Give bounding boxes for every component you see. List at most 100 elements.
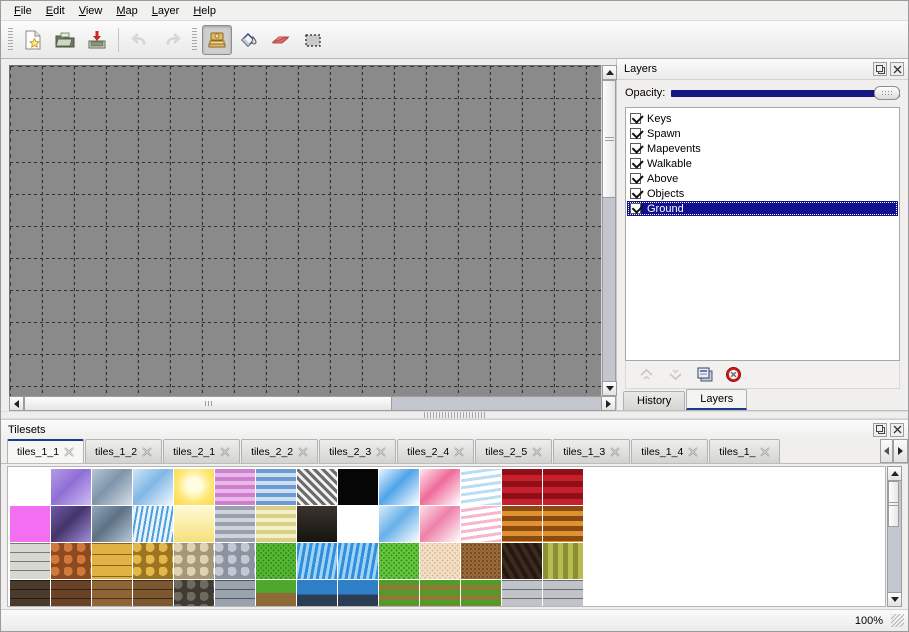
vertical-scroll-thumb[interactable] <box>602 80 616 198</box>
tileset-tab-tiles_2_3[interactable]: tiles_2_3 <box>319 439 397 463</box>
tile-wood-plank-orange[interactable] <box>502 506 542 542</box>
tile-black[interactable] <box>338 469 378 505</box>
horizontal-scroll-thumb[interactable] <box>24 396 392 411</box>
tileset-tab-close-icon[interactable] <box>688 446 698 457</box>
canvas-vertical-scrollbar[interactable] <box>601 65 617 396</box>
redo-button[interactable] <box>157 25 187 55</box>
tileset-tab-tiles_1_2[interactable]: tiles_1_2 <box>85 439 163 463</box>
tile-grass-rows[interactable] <box>379 580 419 606</box>
move-layer-up-button[interactable] <box>636 365 656 385</box>
tile-stone-wall[interactable] <box>174 580 214 606</box>
tile-grass-rows-2[interactable] <box>420 580 460 606</box>
new-map-button[interactable] <box>18 25 48 55</box>
tile-yellow-glow[interactable] <box>174 469 214 505</box>
layer-row[interactable]: Mapevents <box>627 141 898 156</box>
tile-pink-shard[interactable] <box>420 469 460 505</box>
menu-edit[interactable]: Edit <box>45 4 65 17</box>
dock-tab-history[interactable]: History <box>623 391 686 410</box>
tileset-tab-close-icon[interactable] <box>220 446 230 457</box>
layer-visibility-checkbox[interactable] <box>630 173 641 184</box>
tile-grey-brick-wall[interactable] <box>215 580 255 606</box>
tile-light-cobble[interactable] <box>10 543 50 579</box>
tileset-tab-close-icon[interactable] <box>454 446 464 457</box>
tile-sand-light[interactable] <box>420 543 460 579</box>
tileset-scroll-up-button[interactable] <box>887 466 902 481</box>
menu-layer[interactable]: Layer <box>151 4 180 17</box>
tile-magenta[interactable] <box>10 506 50 542</box>
toolbar-drag-handle[interactable] <box>7 27 14 52</box>
tile-grey-blue-glass[interactable] <box>92 469 132 505</box>
tile-olive-planks[interactable] <box>543 543 583 579</box>
tile-grey-cobble[interactable] <box>215 543 255 579</box>
tile-water-blue-2[interactable] <box>338 543 378 579</box>
tileset-vertical-scrollbar[interactable] <box>887 466 902 607</box>
tile-grass-green[interactable] <box>256 543 296 579</box>
scroll-left-button[interactable] <box>9 396 24 411</box>
delete-layer-button[interactable] <box>723 365 743 385</box>
tile-dark-shingles[interactable] <box>502 543 542 579</box>
tileset-tab-close-icon[interactable] <box>532 446 542 457</box>
tile-grass-dirt-edge[interactable] <box>256 580 296 606</box>
layer-row[interactable]: Above <box>627 171 898 186</box>
tile-dirt-brown[interactable] <box>461 543 501 579</box>
tile-gold-cracked[interactable] <box>133 543 173 579</box>
tile-pink-waves[interactable] <box>461 506 501 542</box>
dock-tab-layers[interactable]: Layers <box>686 389 748 410</box>
tile-palette[interactable] <box>7 466 886 607</box>
tileset-tab-close-icon[interactable] <box>298 446 308 457</box>
float-icon[interactable] <box>873 422 887 437</box>
layer-row[interactable]: Spawn <box>627 126 898 141</box>
scroll-down-button[interactable] <box>602 381 617 396</box>
canvas-horizontal-scrollbar[interactable] <box>9 396 616 411</box>
tile-fence-lattice[interactable] <box>297 469 337 505</box>
menu-view[interactable]: View <box>78 4 103 17</box>
tile-purple-dark-glass[interactable] <box>51 506 91 542</box>
menu-map[interactable]: Map <box>116 4 138 17</box>
layer-row[interactable]: Ground <box>627 201 898 216</box>
tileset-tab-tiles_1_3[interactable]: tiles_1_3 <box>553 439 631 463</box>
tileset-tab-tiles_1_1[interactable]: tiles_1_1 <box>7 439 85 463</box>
tile-red-curtain-2[interactable] <box>543 469 583 505</box>
tile-tan-stripes[interactable] <box>256 506 296 542</box>
layer-row[interactable]: Walkable <box>627 156 898 171</box>
tileset-tab-tiles_2_2[interactable]: tiles_2_2 <box>241 439 319 463</box>
opacity-slider-handle[interactable] <box>874 86 900 100</box>
tile-purple-glass[interactable] <box>51 469 91 505</box>
layer-list[interactable]: Keys Spawn Mapevents Walkable Above Objects Gr… <box>625 107 900 361</box>
tile-light-blue-glass[interactable] <box>133 469 173 505</box>
layer-visibility-checkbox[interactable] <box>630 158 641 169</box>
tile-brick-wall-mid[interactable] <box>133 580 173 606</box>
close-icon[interactable] <box>890 422 904 437</box>
tile-steel-glass[interactable] <box>92 506 132 542</box>
tileset-tab-tiles_1_[interactable]: tiles_1_ <box>709 439 781 463</box>
splitter-grip[interactable] <box>423 412 486 418</box>
tile-tan-brick-wall[interactable] <box>92 580 132 606</box>
tile-grass-rows-3[interactable] <box>461 580 501 606</box>
layer-visibility-checkbox[interactable] <box>630 188 641 199</box>
layer-row[interactable]: Keys <box>627 111 898 126</box>
menu-help[interactable]: Help <box>193 4 216 17</box>
tile-blue-streak[interactable] <box>133 506 173 542</box>
tileset-tab-tiles_1_4[interactable]: tiles_1_4 <box>631 439 709 463</box>
tile-orange-cobble[interactable] <box>51 543 91 579</box>
tileset-tab-close-icon[interactable] <box>64 447 74 457</box>
undo-button[interactable] <box>125 25 155 55</box>
tileset-tab-tiles_2_1[interactable]: tiles_2_1 <box>163 439 241 463</box>
tile-water-wall-edge-2[interactable] <box>338 580 378 606</box>
duplicate-layer-button[interactable] <box>694 365 714 385</box>
tileset-tab-close-icon[interactable] <box>760 446 771 457</box>
tile-wood-plank-orange-2[interactable] <box>543 506 583 542</box>
float-icon[interactable] <box>873 62 887 76</box>
tileset-tab-close-icon[interactable] <box>610 446 620 457</box>
vertical-scroll-track[interactable] <box>602 80 616 381</box>
map-canvas[interactable] <box>9 65 601 396</box>
opacity-slider[interactable] <box>671 86 900 100</box>
tile-brown-brick-wall[interactable] <box>51 580 91 606</box>
eraser-tool-button[interactable] <box>266 25 296 55</box>
tile-grey-stone-bricks-2[interactable] <box>543 580 583 606</box>
tileset-tab-close-icon[interactable] <box>142 446 152 457</box>
tileset-scroll-down-button[interactable] <box>887 592 902 607</box>
tile-empty-white[interactable] <box>10 469 50 505</box>
tile-dark-crate[interactable] <box>297 506 337 542</box>
window-resize-grip[interactable] <box>891 614 904 627</box>
